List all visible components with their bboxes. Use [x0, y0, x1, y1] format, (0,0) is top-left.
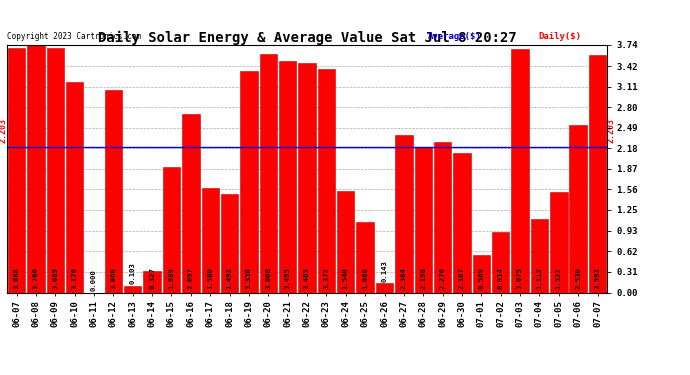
Text: 1.060: 1.060 — [362, 267, 368, 289]
Bar — [8, 48, 26, 292]
Text: 3.689: 3.689 — [52, 267, 59, 289]
Text: 3.176: 3.176 — [72, 267, 78, 289]
Text: 0.569: 0.569 — [478, 267, 484, 289]
Bar — [337, 190, 355, 292]
Text: 2.203: 2.203 — [607, 118, 615, 143]
Text: 2.198: 2.198 — [420, 267, 426, 289]
Text: 3.060: 3.060 — [110, 267, 117, 289]
Text: 1.492: 1.492 — [226, 267, 233, 289]
Text: 1.522: 1.522 — [555, 267, 562, 289]
Bar — [317, 69, 335, 292]
Text: 3.766: 3.766 — [33, 267, 39, 289]
Bar — [453, 153, 471, 292]
Text: 0.143: 0.143 — [382, 260, 388, 282]
Bar — [511, 49, 529, 292]
Text: 1.889: 1.889 — [168, 267, 175, 289]
Bar — [124, 286, 141, 292]
Text: 3.350: 3.350 — [246, 267, 252, 289]
Text: 0.103: 0.103 — [130, 262, 136, 284]
Text: 2.203: 2.203 — [0, 118, 8, 143]
Bar — [298, 63, 316, 292]
Text: 1.580: 1.580 — [207, 267, 213, 289]
Bar — [531, 219, 548, 292]
Bar — [66, 82, 83, 292]
Bar — [376, 283, 393, 292]
Bar — [473, 255, 490, 292]
Text: 2.276: 2.276 — [440, 267, 446, 289]
Text: 0.914: 0.914 — [497, 267, 504, 289]
Text: 2.697: 2.697 — [188, 267, 194, 289]
Bar — [569, 125, 587, 292]
Bar — [434, 142, 451, 292]
Text: Average($): Average($) — [428, 32, 482, 41]
Bar — [221, 194, 238, 292]
Text: 0.000: 0.000 — [91, 269, 97, 291]
Bar — [240, 71, 257, 292]
Text: 3.688: 3.688 — [14, 267, 19, 289]
Text: Daily($): Daily($) — [538, 32, 581, 41]
Text: 1.540: 1.540 — [343, 267, 348, 289]
Title: Daily Solar Energy & Average Value Sat Jul 8 20:27: Daily Solar Energy & Average Value Sat J… — [98, 31, 516, 45]
Text: 0.327: 0.327 — [149, 267, 155, 289]
Bar — [550, 192, 567, 292]
Bar — [357, 222, 374, 292]
Text: 3.465: 3.465 — [304, 267, 310, 289]
Bar — [201, 188, 219, 292]
Text: 2.384: 2.384 — [401, 267, 407, 289]
Text: 1.112: 1.112 — [536, 267, 542, 289]
Bar — [259, 54, 277, 292]
Bar — [47, 48, 64, 292]
Text: 3.608: 3.608 — [266, 267, 271, 289]
Text: 2.530: 2.530 — [575, 267, 581, 289]
Text: 3.495: 3.495 — [285, 267, 290, 289]
Bar — [144, 271, 161, 292]
Bar — [395, 135, 413, 292]
Bar — [163, 168, 180, 292]
Text: Copyright 2023 Cartronics.com: Copyright 2023 Cartronics.com — [7, 32, 141, 41]
Bar — [589, 55, 607, 292]
Bar — [105, 90, 122, 292]
Text: 3.675: 3.675 — [517, 267, 523, 289]
Bar — [492, 232, 509, 292]
Bar — [279, 61, 297, 292]
Text: 2.107: 2.107 — [459, 267, 465, 289]
Bar — [415, 147, 432, 292]
Bar — [182, 114, 199, 292]
Text: 3.592: 3.592 — [595, 267, 600, 289]
Bar — [27, 43, 45, 292]
Text: 3.372: 3.372 — [324, 267, 329, 289]
